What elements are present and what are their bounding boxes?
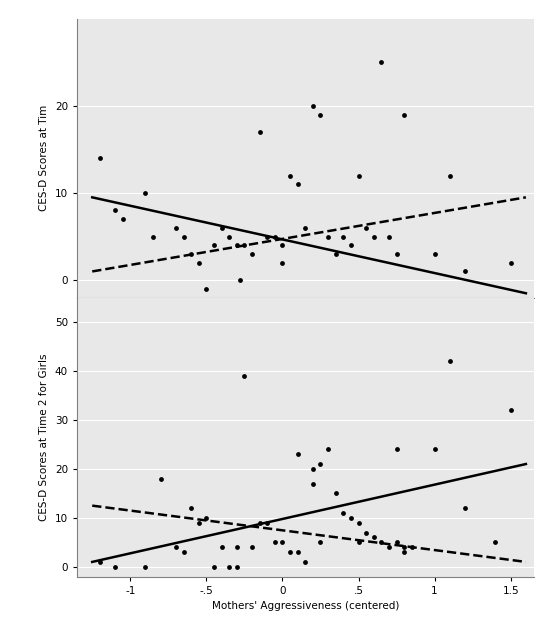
- Point: [323, 232, 332, 242]
- Point: [194, 258, 203, 268]
- Point: [430, 445, 439, 454]
- Point: [278, 538, 287, 547]
- Point: [346, 241, 355, 250]
- Point: [271, 232, 279, 242]
- Point: [194, 518, 203, 528]
- Point: [141, 562, 150, 572]
- Point: [217, 223, 226, 232]
- Point: [316, 110, 325, 120]
- Point: [232, 241, 241, 250]
- Point: [293, 450, 302, 459]
- Point: [392, 538, 401, 547]
- Point: [240, 371, 249, 381]
- Point: [331, 489, 340, 498]
- Point: [400, 110, 409, 120]
- Point: [506, 405, 515, 415]
- Point: [278, 258, 287, 268]
- Point: [377, 57, 386, 67]
- X-axis label: Mothers' Aggressiveness (centered): Mothers' Aggressiveness (centered): [212, 601, 399, 611]
- Point: [301, 223, 310, 232]
- Point: [446, 356, 454, 366]
- Point: [309, 464, 317, 474]
- Point: [309, 101, 317, 111]
- Point: [384, 232, 393, 242]
- Point: [235, 275, 244, 285]
- Point: [491, 538, 500, 547]
- Point: [460, 267, 469, 277]
- Point: [446, 170, 454, 180]
- Point: [202, 513, 211, 523]
- Point: [370, 232, 378, 242]
- Point: [148, 232, 157, 242]
- Point: [293, 179, 302, 189]
- Point: [384, 542, 393, 552]
- Point: [172, 223, 180, 232]
- Point: [217, 542, 226, 552]
- Point: [263, 518, 272, 528]
- Point: [316, 538, 325, 547]
- Point: [323, 445, 332, 454]
- Point: [339, 508, 348, 518]
- Point: [263, 232, 272, 242]
- Point: [331, 249, 340, 259]
- Point: [377, 538, 386, 547]
- Point: [271, 538, 279, 547]
- Point: [232, 542, 241, 552]
- Point: [285, 547, 294, 557]
- Point: [255, 127, 264, 137]
- Point: [255, 518, 264, 528]
- Point: [202, 284, 211, 294]
- Point: [141, 188, 150, 198]
- Point: [96, 153, 104, 163]
- Point: [316, 459, 325, 469]
- X-axis label: Mothers' Aggressiveness (centered): Mothers' Aggressiveness (centered): [212, 322, 399, 332]
- Point: [346, 513, 355, 523]
- Point: [408, 542, 416, 552]
- Point: [156, 474, 165, 484]
- Point: [232, 562, 241, 572]
- Y-axis label: CES-D Scores at Time 2 for Girls: CES-D Scores at Time 2 for Girls: [39, 353, 50, 521]
- Point: [210, 562, 218, 572]
- Point: [278, 241, 287, 250]
- Point: [285, 170, 294, 180]
- Point: [430, 249, 439, 259]
- Point: [179, 232, 188, 242]
- Point: [118, 214, 127, 224]
- Point: [225, 562, 234, 572]
- Point: [354, 538, 363, 547]
- Point: [339, 232, 348, 242]
- Point: [506, 258, 515, 268]
- Point: [111, 562, 119, 572]
- Point: [111, 205, 119, 215]
- Point: [392, 445, 401, 454]
- Point: [172, 542, 180, 552]
- Point: [293, 547, 302, 557]
- Point: [460, 503, 469, 513]
- Point: [354, 170, 363, 180]
- Point: [301, 557, 310, 567]
- Point: [400, 547, 409, 557]
- Point: [210, 241, 218, 250]
- Point: [240, 241, 249, 250]
- Point: [225, 232, 234, 242]
- Point: [186, 249, 196, 259]
- Point: [96, 557, 104, 567]
- Point: [186, 503, 196, 513]
- Point: [370, 533, 378, 542]
- Point: [309, 479, 317, 489]
- Point: [179, 547, 188, 557]
- Point: [400, 542, 409, 552]
- Point: [392, 249, 401, 259]
- Point: [248, 249, 256, 259]
- Legend: +1.0 SD, -1.0 SD: +1.0 SD, -1.0 SD: [208, 430, 402, 466]
- Point: [362, 223, 371, 232]
- Point: [362, 528, 371, 538]
- Point: [248, 542, 256, 552]
- Point: [354, 518, 363, 528]
- Y-axis label: CES-D Scores at Tim: CES-D Scores at Tim: [39, 105, 50, 211]
